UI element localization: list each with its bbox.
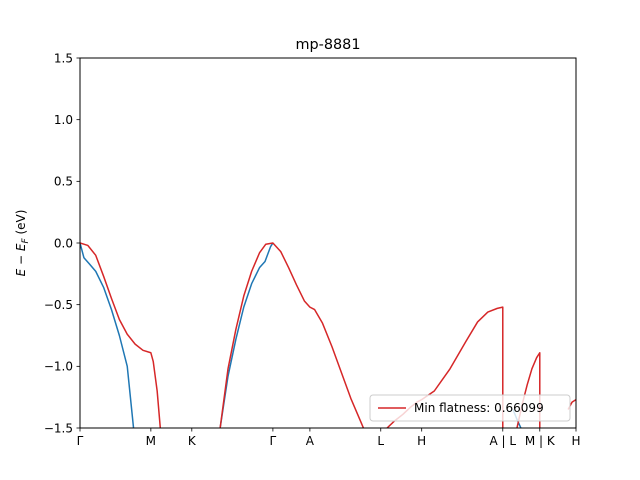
legend: Min flatness: 0.66099 — [369, 394, 571, 422]
x-tick-label-10: H — [571, 434, 580, 448]
y-axis-ticks: 1.5 1.0 0.5 0.0 −0.5 −1.0 −1.5 — [44, 51, 80, 435]
band-line-series-2-segment-1 — [80, 242, 162, 428]
band-line-series-1-segment-1 — [80, 242, 135, 428]
x-tick-label-5: A — [306, 434, 315, 448]
y-axis-label: E − EF (eV) — [14, 210, 31, 277]
x-tick-label-8: A | L — [489, 434, 516, 448]
x-tick-label-2: M — [146, 434, 156, 448]
legend-box — [369, 394, 571, 422]
y-tick-label-3: 0.5 — [54, 175, 73, 189]
x-tick-label-3: K — [188, 434, 197, 448]
legend-label: Min flatness: 0.66099 — [414, 401, 544, 415]
band-line-series-1-segment-2 — [219, 242, 274, 428]
y-tick-label-5: −0.5 — [44, 298, 73, 312]
x-axis-ticks: Γ M K Γ A L H A | L M | K H — [77, 428, 581, 448]
y-tick-label-2: 1.0 — [54, 113, 73, 127]
y-tick-label-1: 1.5 — [54, 51, 73, 65]
band-line-series-2-segment-2 — [219, 242, 365, 428]
y-tick-label-4: 0.0 — [54, 236, 73, 250]
y-tick-label-7: −1.5 — [44, 421, 73, 435]
x-tick-label-1: Γ — [77, 434, 84, 448]
x-tick-label-4: Γ — [270, 434, 277, 448]
x-tick-label-7: H — [417, 434, 426, 448]
chart-title: mp-8881 — [296, 37, 361, 53]
y-tick-label-6: −1.0 — [44, 360, 73, 374]
x-tick-label-6: L — [377, 434, 384, 448]
x-tick-label-9: M | K — [525, 434, 556, 448]
plot-area: Γ M K Γ A L H A | L M | K H 1.5 1.0 0.5 0.0 −0.5 −1.0 −… — [44, 51, 581, 448]
